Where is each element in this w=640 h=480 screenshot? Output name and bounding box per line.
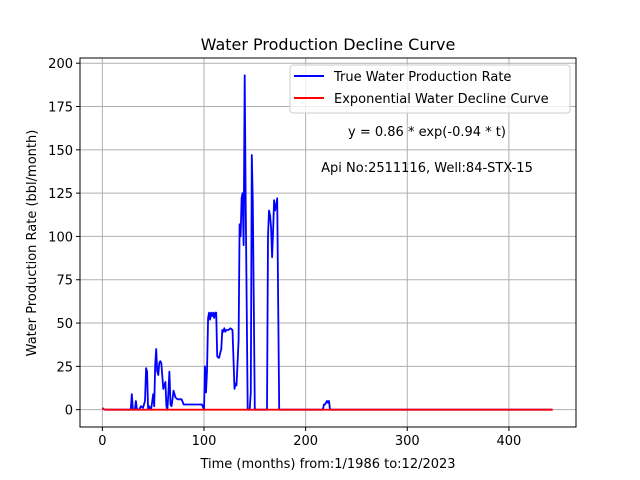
legend: True Water Production Rate Exponential W…: [289, 64, 571, 114]
series-layer: [101, 74, 553, 411]
x-tick-label: 100: [192, 434, 217, 449]
y-tick-label: 100: [48, 230, 73, 245]
plot-frame: [79, 57, 577, 428]
y-tick-label: 200: [48, 57, 73, 72]
y-tick-label: 0: [65, 404, 73, 419]
series-line-true-water: [101, 74, 553, 411]
plot-area: [101, 74, 553, 411]
x-tick-label: 200: [293, 434, 318, 449]
y-tick-label: 25: [56, 360, 73, 375]
x-axis: 0 100 200 300 400: [98, 427, 521, 449]
x-tick-label: 300: [395, 434, 420, 449]
legend-box: [289, 64, 571, 114]
y-tick-label: 150: [48, 144, 73, 159]
x-axis-title: Time (months) from:1/1986 to:12/2023: [199, 457, 455, 472]
legend-label-true-water: True Water Production Rate: [333, 70, 511, 85]
y-tick-label: 175: [48, 101, 73, 116]
chart-title: Water Production Decline Curve: [201, 35, 456, 54]
x-tick-label: 400: [497, 434, 522, 449]
equation-annotation: y = 0.86 * exp(-0.94 * t): [348, 125, 506, 140]
y-axis: 0 25 50 75 100 125 150 175 200: [48, 57, 80, 419]
series-line-exponential-decline: [101, 407, 553, 411]
y-tick-label: 125: [48, 187, 73, 202]
legend-label-exponential-decline: Exponential Water Decline Curve: [334, 92, 549, 107]
y-tick-label: 75: [56, 274, 73, 289]
y-axis-title: Water Production Rate (bbl/month): [25, 130, 40, 357]
grid: [80, 58, 576, 427]
well-annotation: Api No:2511116, Well:84-STX-15: [321, 161, 533, 176]
y-tick-label: 50: [56, 317, 73, 332]
x-tick-label: 0: [98, 434, 106, 449]
